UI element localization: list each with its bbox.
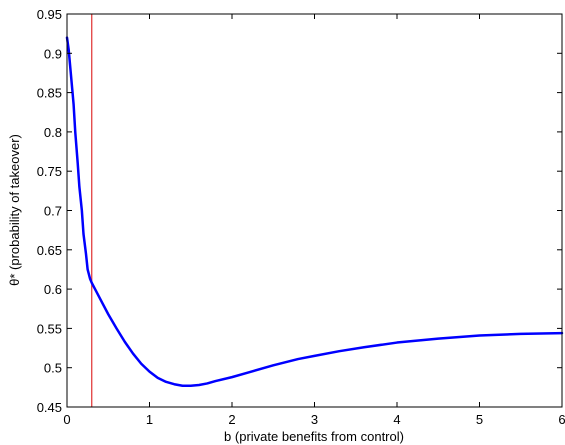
- plot-background: [67, 14, 562, 407]
- y-tick-label: 0.65: [37, 243, 62, 258]
- series-line: [65, 36, 564, 388]
- series-layer: [65, 36, 564, 388]
- x-tick-label: 1: [146, 412, 153, 427]
- x-tick-label: 2: [228, 412, 235, 427]
- x-tick-label: 6: [558, 412, 565, 427]
- y-tick-label: 0.5: [44, 361, 62, 376]
- y-tick-label: 0.7: [44, 204, 62, 219]
- y-tick-label: 0.85: [37, 86, 62, 101]
- y-tick-label: 0.8: [44, 125, 62, 140]
- x-tick-label: 4: [393, 412, 400, 427]
- y-tick-label: 0.55: [37, 321, 62, 336]
- x-tick-label: 0: [63, 412, 70, 427]
- y-axis-label: θ* (probability of takeover): [7, 134, 22, 286]
- y-tick-label: 0.9: [44, 46, 62, 61]
- y-tick-label: 0.6: [44, 282, 62, 297]
- y-tick-label: 0.75: [37, 164, 62, 179]
- x-ticks: 0 1 2 3 4 5 6: [63, 14, 565, 427]
- y-tick-label: 0.45: [37, 400, 62, 415]
- x-tick-label: 3: [311, 412, 318, 427]
- x-tick-label: 5: [476, 412, 483, 427]
- y-ticks: 0.45 0.5 0.55 0.6 0.65 0.7 0.75 0.8 0.85 0.9 0.95: [37, 7, 562, 415]
- x-axis-label: b (private benefits from control): [224, 429, 404, 444]
- y-tick-label: 0.95: [37, 7, 62, 22]
